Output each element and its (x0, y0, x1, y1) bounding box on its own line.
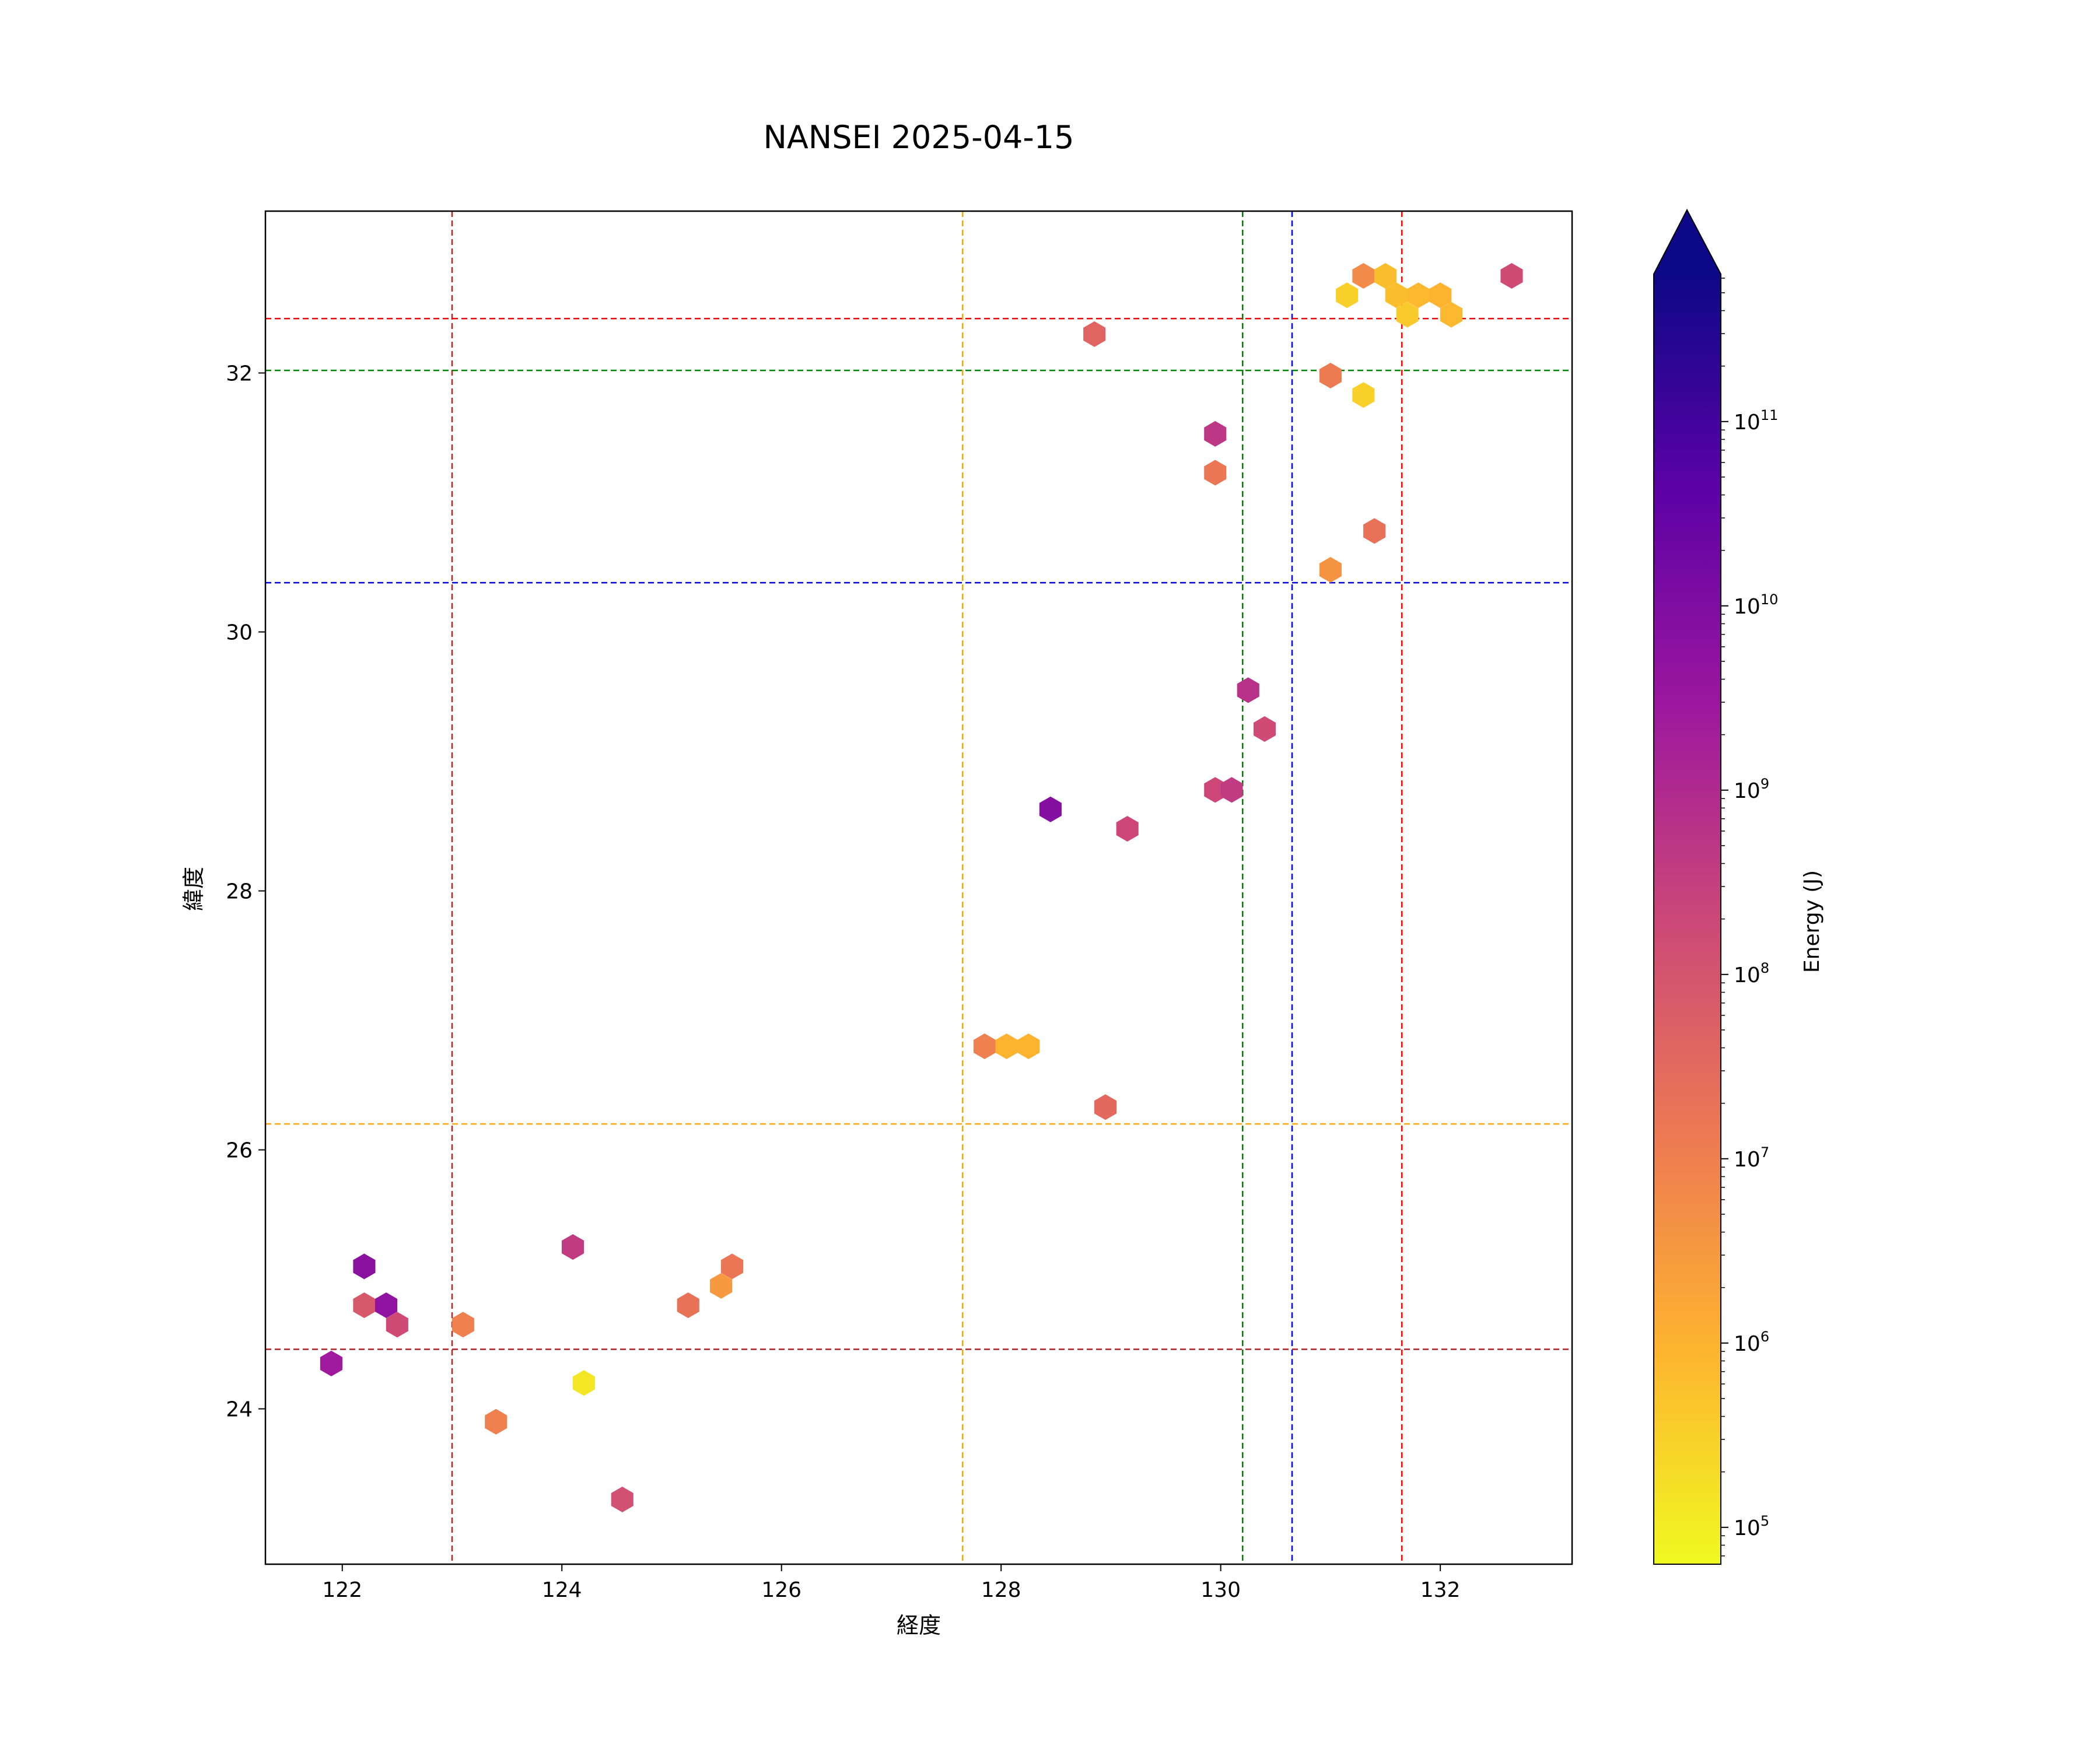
data-point (973, 1033, 996, 1059)
data-point (1094, 1094, 1117, 1120)
data-point (1385, 282, 1408, 309)
data-point (562, 1234, 584, 1260)
data-point (572, 1370, 595, 1396)
data-point (1204, 421, 1227, 447)
colorbar-tick-label: 105 (1734, 1513, 1769, 1540)
data-point (485, 1408, 508, 1435)
data-point (1017, 1033, 1040, 1059)
data-point (1319, 557, 1342, 583)
data-point (1319, 363, 1342, 388)
data-point (1352, 382, 1375, 408)
data-point (353, 1292, 376, 1318)
plot-frame (264, 210, 1573, 1565)
data-point (710, 1273, 733, 1299)
colorbar-label: Energy (J) (1800, 870, 1824, 973)
x-tick-label: 126 (761, 1578, 802, 1602)
data-point (320, 1350, 342, 1376)
colorbar-tick-label: 106 (1734, 1329, 1769, 1356)
colorbar-tick-label: 107 (1734, 1144, 1769, 1172)
colorbar-tick-label: 108 (1734, 960, 1769, 987)
data-point (1363, 518, 1386, 544)
y-tick-label: 32 (226, 362, 253, 386)
data-point (1253, 716, 1276, 742)
colorbar-tick-label: 1011 (1734, 407, 1778, 435)
x-tick-label: 122 (322, 1578, 362, 1602)
chart-title: NANSEI 2025-04-15 (763, 119, 1074, 156)
data-point (1500, 263, 1523, 289)
data-point (1116, 816, 1139, 842)
colorbar-frame (1653, 208, 1721, 1565)
data-point (1429, 282, 1452, 309)
data-point (1220, 777, 1243, 803)
y-axis-ticks: 24 26 28 30 32 (226, 362, 265, 1422)
data-point (1352, 263, 1375, 289)
data-point (1407, 282, 1430, 309)
x-tick-label: 132 (1420, 1578, 1461, 1602)
colorbar-ticks: 105 106 107 108 109 1010 1011 (1721, 278, 1778, 1557)
plot-background (265, 211, 1572, 1564)
data-point (611, 1487, 634, 1512)
x-tick-label: 124 (542, 1578, 582, 1602)
data-point (1440, 302, 1462, 328)
data-point (386, 1312, 408, 1338)
x-tick-label: 130 (1200, 1578, 1241, 1602)
data-point (452, 1312, 474, 1338)
data-point (720, 1253, 744, 1280)
colorbar-extend-arrow (1654, 210, 1721, 274)
y-tick-label: 24 (226, 1398, 253, 1422)
x-axis-label: 経度 (897, 1613, 941, 1638)
colorbar-tick-label: 1010 (1734, 591, 1778, 619)
data-point (375, 1292, 398, 1318)
data-points (320, 263, 1523, 1512)
y-tick-label: 28 (226, 880, 253, 904)
data-point (677, 1292, 699, 1318)
data-point (353, 1253, 376, 1280)
data-point (1396, 302, 1419, 328)
y-tick-label: 26 (226, 1139, 253, 1163)
y-tick-label: 30 (226, 621, 253, 645)
data-point (1374, 263, 1397, 289)
x-tick-label: 128 (981, 1578, 1021, 1602)
colorbar-tick-label: 109 (1734, 776, 1769, 803)
data-point (1204, 460, 1227, 486)
colorbar: 105 106 107 108 109 1010 1011 Energy (J) (1653, 208, 1824, 1565)
data-point (1083, 321, 1106, 347)
reference-lines (265, 211, 1572, 1564)
data-point (1336, 282, 1359, 309)
y-axis-label: 緯度 (181, 867, 206, 911)
data-point (1237, 677, 1259, 703)
x-axis-ticks: 122 124 126 128 130 132 (322, 1564, 1460, 1602)
data-point (995, 1033, 1018, 1059)
data-point (1039, 796, 1062, 822)
colorbar-gradient (1654, 274, 1721, 1564)
